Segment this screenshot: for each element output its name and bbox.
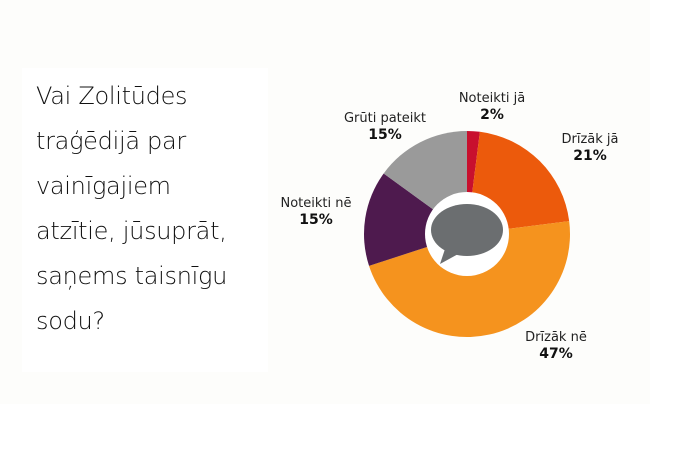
survey-question: Vai Zolitūdes traģēdijā par vainīgajiem …: [36, 74, 276, 344]
question-line: Vai Zolitūdes: [36, 82, 188, 110]
label-noteikti-ja: Noteikti jā 2%: [458, 91, 526, 123]
speech-bubble-icon: [431, 204, 503, 264]
question-line: traģēdijā par: [36, 127, 186, 155]
donut-slice: [363, 173, 467, 266]
donut-slice: [369, 221, 571, 338]
label-noteikti-ne: Noteikti nē 15%: [280, 196, 352, 228]
question-line: sodu?: [36, 307, 105, 335]
question-box: [22, 68, 268, 372]
question-line: atzītie, jūsuprāt,: [36, 217, 227, 245]
question-line: vainīgajiem: [36, 172, 171, 200]
label-gruti-pateikt: Grūti pateikt 15%: [343, 111, 427, 143]
question-line: saņems taisnīgu: [36, 262, 227, 290]
label-drizak-ne: Drīzāk nē 47%: [525, 330, 587, 362]
label-drizak-ja: Drīzāk jā 21%: [561, 132, 619, 164]
